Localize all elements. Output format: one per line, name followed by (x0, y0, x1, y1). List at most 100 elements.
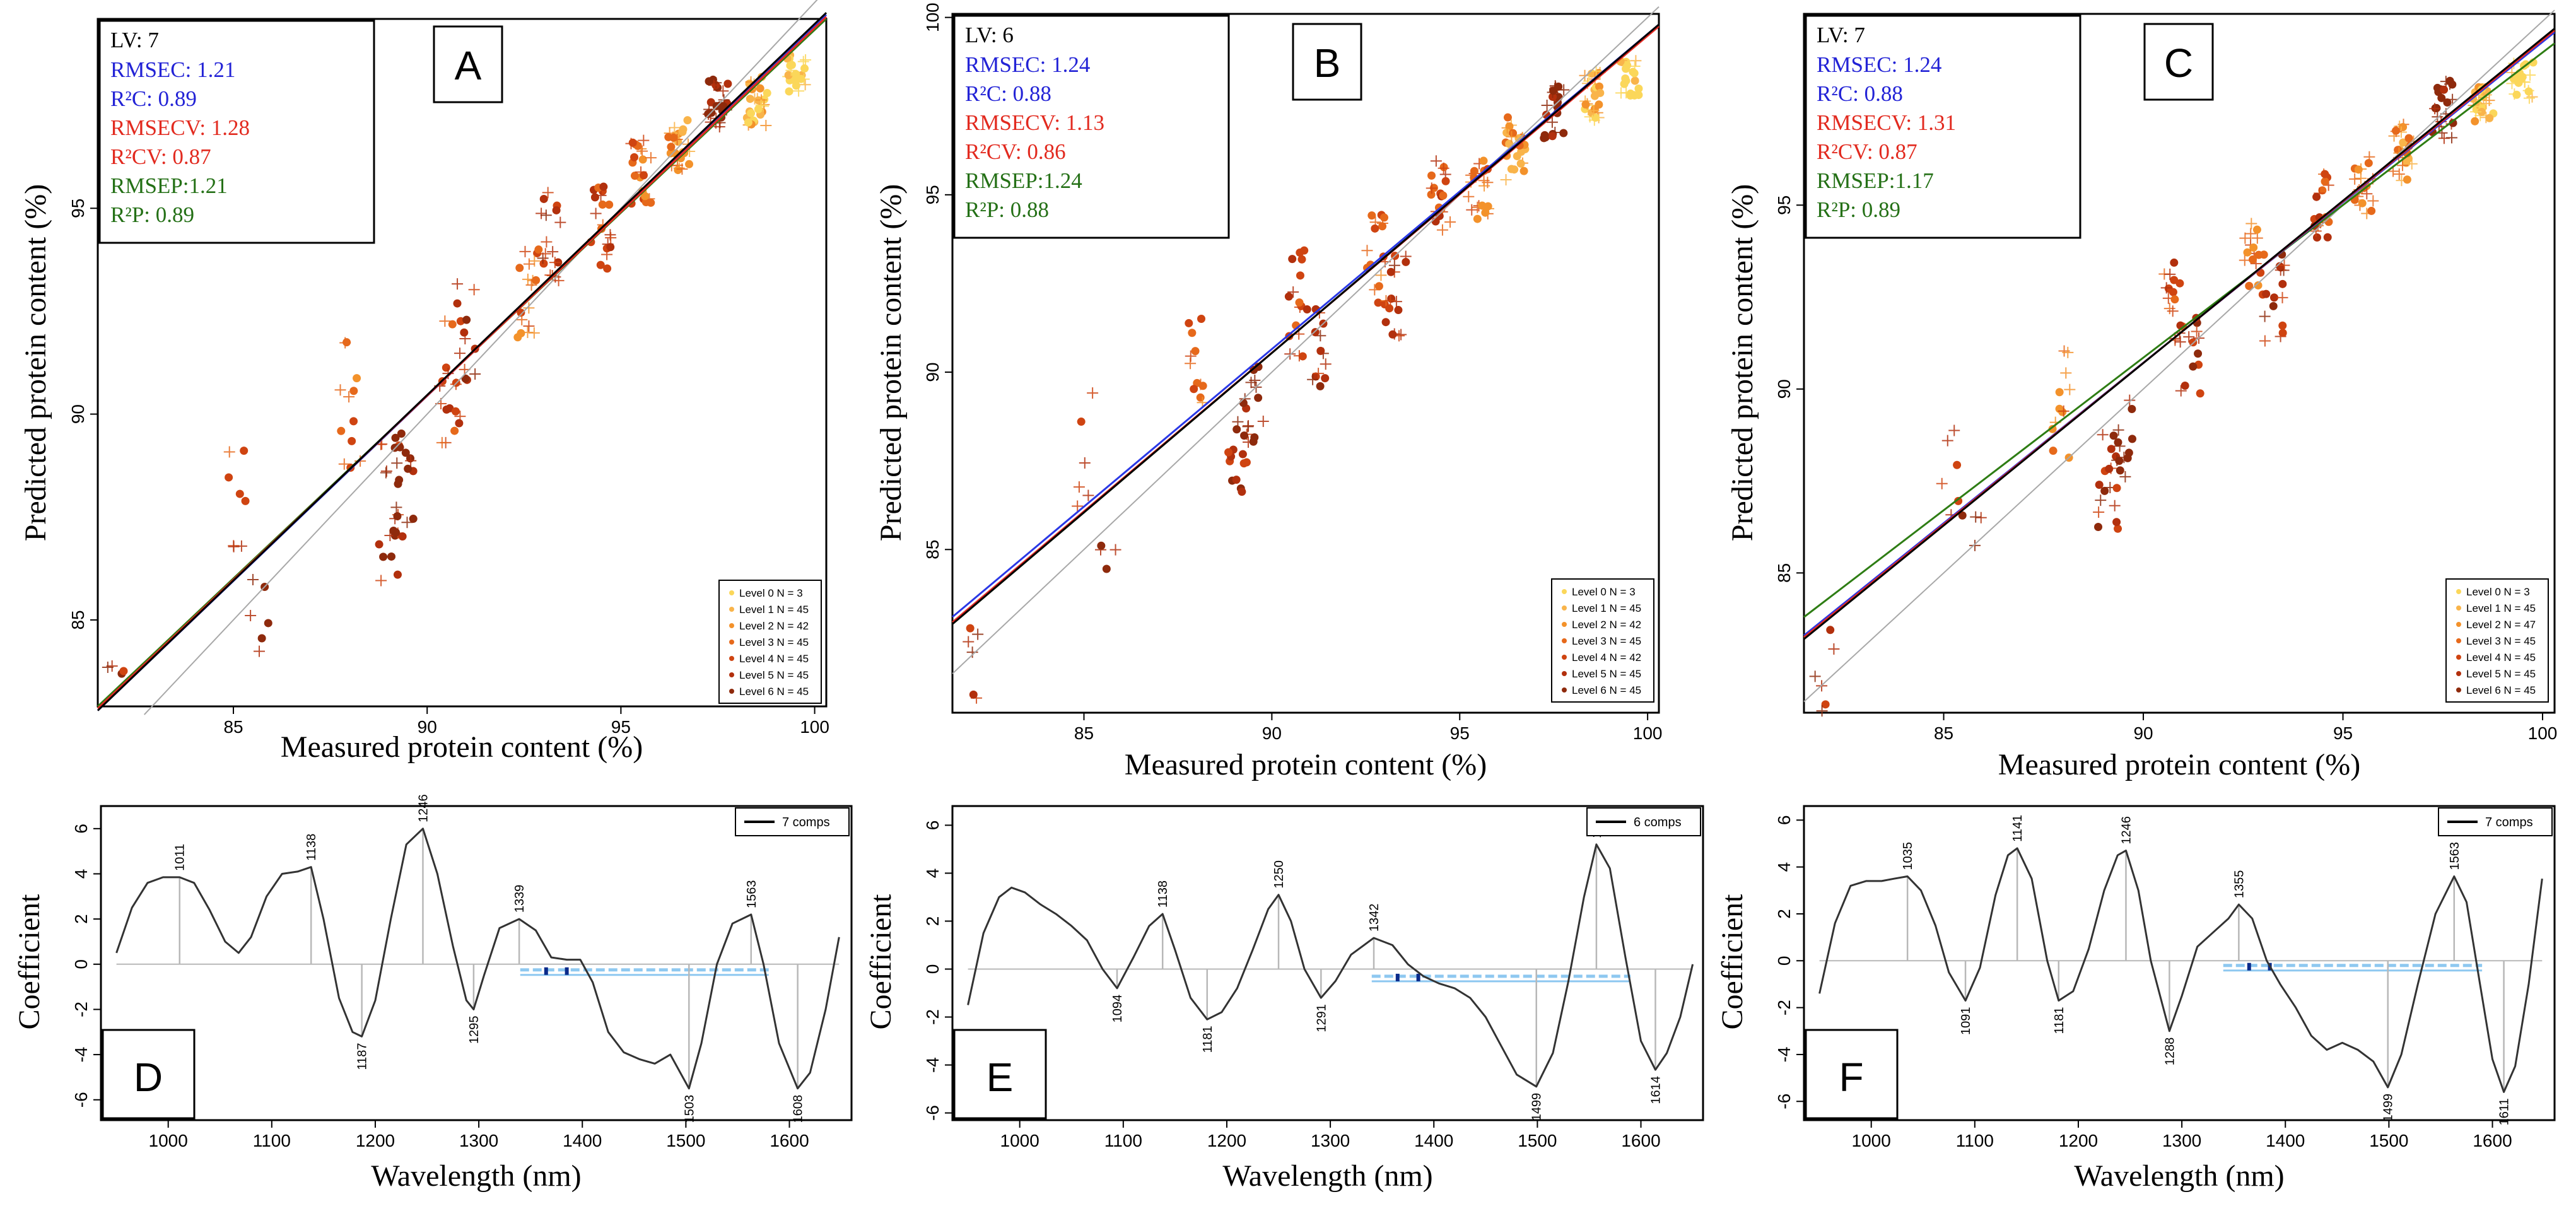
data-point (792, 69, 800, 78)
y-axis-label: Predicted protein content (%) (1726, 184, 1759, 541)
data-point (1284, 292, 1293, 301)
x-tick-label: 90 (418, 717, 437, 737)
data-point (605, 200, 614, 209)
data-point (2128, 405, 2136, 414)
data-point-cross (454, 348, 466, 360)
legend-marker (1562, 687, 1567, 693)
data-point (1097, 541, 1106, 550)
data-point (1954, 496, 1963, 505)
prediction-regression-line (1803, 42, 2555, 618)
data-point-cross (2470, 106, 2482, 118)
data-point (1367, 211, 1376, 220)
data-point (747, 109, 756, 118)
data-point (462, 315, 471, 324)
x-tick-label: 1300 (2162, 1131, 2201, 1150)
data-point-cross (2124, 394, 2136, 406)
data-point (2278, 279, 2287, 288)
data-point (1238, 450, 1247, 459)
peak-label: 1614 (1649, 1076, 1663, 1104)
data-point-cross (375, 575, 387, 587)
peak-label: 1011 (173, 844, 187, 871)
data-point (342, 338, 351, 347)
data-point (337, 426, 346, 435)
legend-marker (2456, 671, 2461, 676)
data-point (1385, 304, 1394, 313)
y-tick-label: 85 (68, 610, 88, 629)
data-point-cross (554, 216, 566, 228)
data-point-cross (595, 189, 607, 201)
data-point-cross (1809, 670, 1821, 682)
data-point (2275, 262, 2284, 271)
data-point-cross (1361, 245, 1373, 257)
data-point-cross (436, 436, 448, 448)
panel-label-box (953, 1029, 1047, 1120)
data-point-cross (254, 645, 266, 657)
data-point (669, 133, 678, 142)
data-point-cross (798, 73, 810, 85)
band-marker (544, 967, 548, 975)
data-point (2196, 389, 2204, 398)
data-point (513, 333, 522, 342)
y-tick-label: 90 (1774, 379, 1794, 399)
y-tick-label: -4 (923, 1057, 942, 1073)
plot-frame (1803, 805, 2556, 1121)
data-point (1441, 177, 1450, 185)
data-point-cross (542, 187, 554, 199)
panel-label: A (455, 43, 482, 88)
data-point-cross (1072, 500, 1084, 512)
data-point (375, 540, 383, 549)
x-tick-label: 1000 (149, 1131, 188, 1150)
legend-entry: Level 5 N = 45 (2466, 668, 2536, 680)
data-point-cross (1941, 435, 1953, 447)
data-point (639, 171, 648, 180)
legend-entry: Level 6 N = 45 (739, 686, 809, 698)
data-layer: 1035 1091 1141 1181 1246 1288 1355 1499 1563 1611 (1818, 815, 2543, 1125)
y-tick-label: -2 (1774, 1000, 1794, 1015)
legend-marker (729, 656, 734, 661)
data-point (393, 570, 402, 579)
data-point (599, 182, 608, 191)
x-axis-label: Measured protein content (%) (1125, 748, 1487, 781)
data-point-cross (2393, 168, 2405, 180)
data-point-cross (1109, 544, 1121, 556)
data-point (1316, 346, 1325, 355)
stat-r2cv: R²CV: 0.87 (1817, 139, 1917, 164)
panel-label: C (2164, 40, 2193, 86)
data-point-cross (1245, 377, 1257, 389)
data-point (1595, 82, 1604, 91)
x-tick-label: 90 (2133, 723, 2153, 743)
data-point (1296, 271, 1304, 280)
data-point (2367, 206, 2376, 215)
data-point-cross (547, 246, 559, 258)
data-point (2262, 289, 2271, 298)
data-point-cross (228, 541, 240, 552)
y-tick-label: -6 (923, 1105, 942, 1121)
data-point-cross (963, 636, 975, 648)
data-point (792, 81, 800, 90)
data-point (517, 308, 525, 317)
peak-label: 1339 (513, 885, 527, 913)
data-point-cross (1073, 481, 1085, 493)
data-point (1239, 399, 1248, 407)
data-point (1479, 156, 1488, 165)
peak-label: 1138 (1156, 880, 1170, 908)
stat-r2p: R²P: 0.89 (1817, 197, 1900, 222)
data-point-cross (390, 501, 402, 513)
coefficient-line (967, 843, 1694, 1088)
data-point-cross (673, 162, 685, 174)
data-point-cross (528, 327, 540, 339)
y-tick-label: 0 (923, 964, 942, 974)
data-point (442, 363, 450, 372)
legend: Level 0 N = 3 Level 1 N = 45 Level 2 N =… (2445, 578, 2549, 703)
data-point (1509, 129, 1518, 137)
data-point (667, 143, 676, 151)
legend: Level 0 N = 3 Level 1 N = 45 Level 2 N =… (718, 580, 822, 704)
data-point (785, 87, 793, 96)
legend-frame (2445, 578, 2549, 703)
legend-entry: Level 0 N = 3 (1572, 586, 1636, 598)
legend-entry: 6 comps (1634, 816, 1682, 829)
x-axis-label: Measured protein content (%) (1998, 748, 2360, 781)
peak-label: 1288 (2163, 1038, 2177, 1066)
data-point (1386, 267, 1395, 276)
data-point-cross (343, 391, 355, 403)
